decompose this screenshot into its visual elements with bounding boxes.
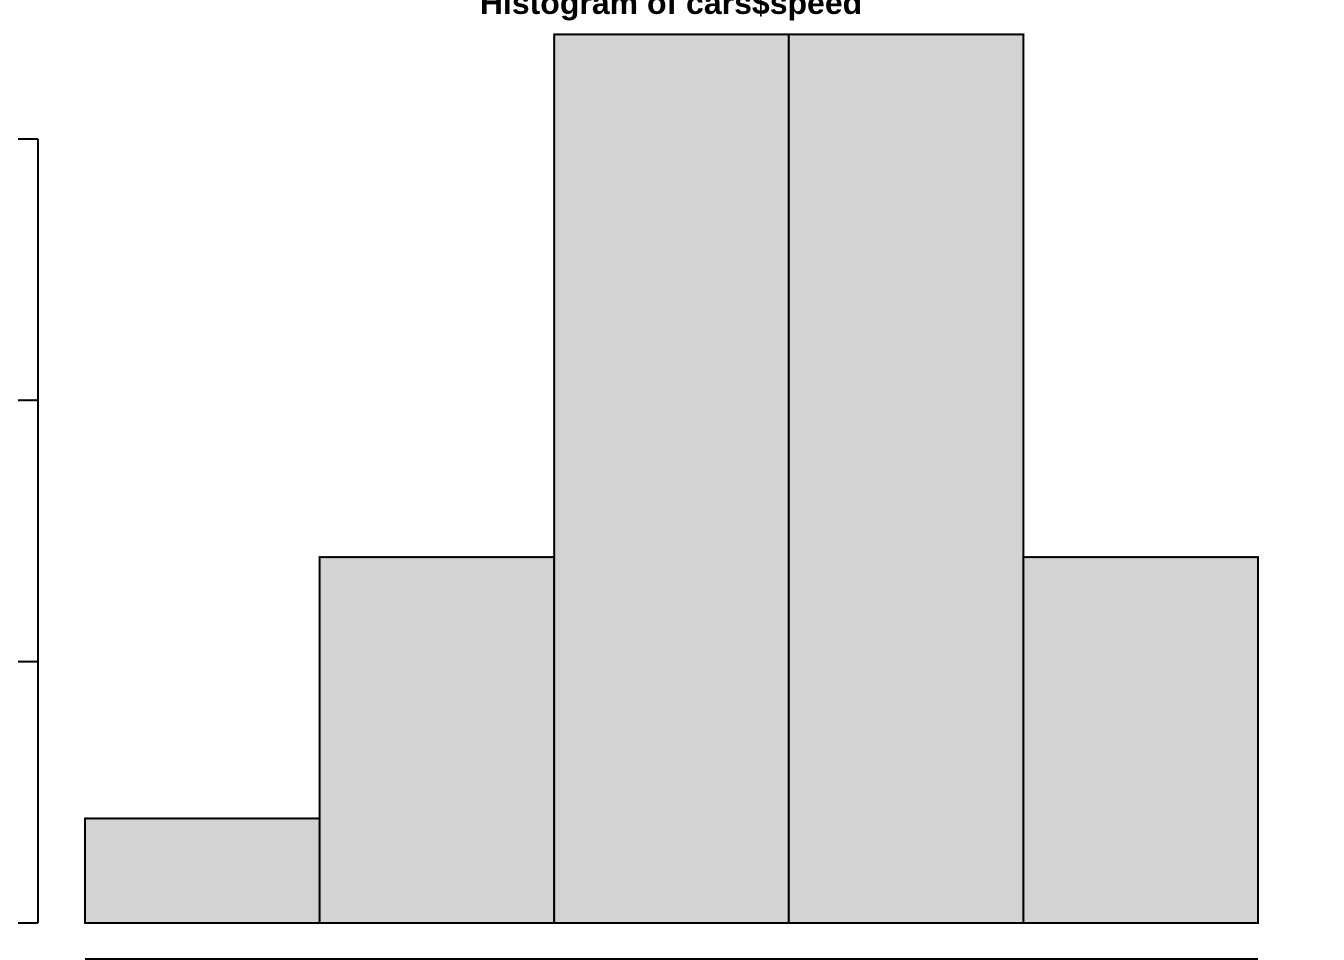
histogram-bar [318,556,556,924]
histogram-bars [84,33,1260,925]
histogram-bar [553,33,790,925]
y-axis [18,137,39,924]
chart-title: Histogram of cars$speed [480,0,862,21]
histogram-bar [84,817,321,925]
histogram-bar [1022,556,1260,924]
histogram-bar [787,33,1025,925]
